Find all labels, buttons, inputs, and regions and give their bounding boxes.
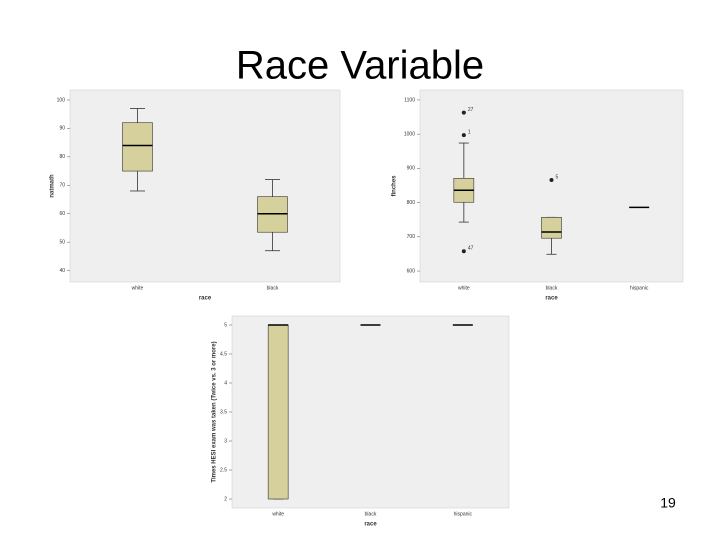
y-tick-label: 100 [57,97,66,103]
outlier [461,110,466,115]
y-tick-label: 900 [407,166,416,172]
y-tick-label: 600 [407,268,416,274]
y-tick-label: 60 [59,211,65,217]
y-axis-label: natmath [50,174,56,198]
y-tick-label: 2.5 [220,467,227,473]
x-tick-label: white [132,285,144,291]
y-tick-label: 3.5 [220,409,227,415]
page-number: 19 [660,495,676,511]
slide-title: Race Variable [236,44,484,88]
y-axis-label: finches [392,175,398,197]
x-tick-label: white [272,511,284,517]
x-tick-label: black [546,285,558,291]
y-tick-label: 4.5 [220,351,227,357]
outlier-label: 47 [468,246,474,252]
outlier [549,178,554,183]
outlier [461,133,466,138]
y-tick-label: 2 [224,496,227,502]
x-tick-label: black [267,285,279,291]
x-tick-label: hispanic [454,511,473,517]
y-tick-label: 4 [224,380,227,386]
outlier [461,249,466,254]
box [541,217,562,239]
y-tick-label: 50 [59,240,65,246]
x-tick-label: black [365,511,377,517]
box [267,324,289,500]
y-tick-label: 800 [407,200,416,206]
x-tick-label: white [458,285,470,291]
y-tick-label: 70 [59,183,65,189]
x-axis-label: race [199,296,212,302]
y-tick-label: 40 [59,268,65,274]
box [122,122,153,172]
plot-area [69,89,341,283]
x-axis-label: race [364,522,377,528]
y-tick-label: 700 [407,234,416,240]
outlier-label: 27 [468,107,474,113]
outlier-label: 1 [468,130,471,136]
outlier-label: 5 [556,174,559,180]
y-tick-label: 3 [224,438,227,444]
x-axis-label: race [545,296,558,302]
y-tick-label: 1100 [404,97,415,103]
y-tick-label: 5 [224,322,227,328]
y-tick-label: 1000 [404,131,415,137]
y-tick-label: 90 [59,126,65,132]
y-axis-label: Times HESI exam was taken (Twice vs. 3 o… [212,341,218,482]
y-tick-label: 80 [59,154,65,160]
x-tick-label: hispanic [630,285,649,291]
